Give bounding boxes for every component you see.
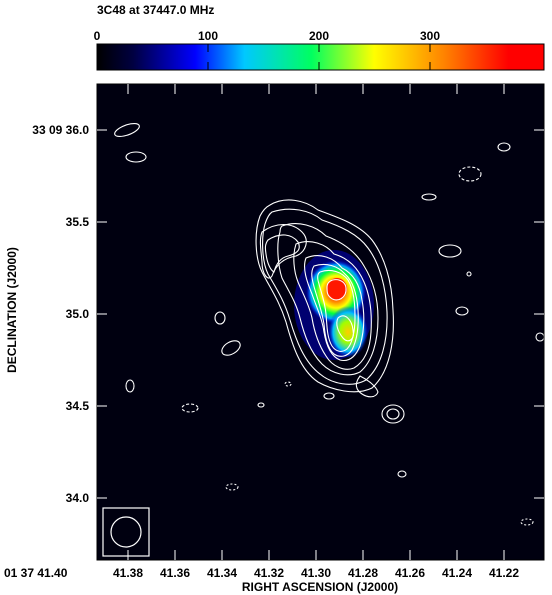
x-tick-label: 41.24 xyxy=(442,566,472,580)
x-tick-label: 41.26 xyxy=(395,566,425,580)
y-tick-label: 35.0 xyxy=(66,307,90,321)
y-tick-label: 34.0 xyxy=(66,491,90,505)
x-tick-label: 41.34 xyxy=(207,566,237,580)
x-axis-title: RIGHT ASCENSION (J2000) xyxy=(242,580,398,594)
x-tick-label: 41.30 xyxy=(301,566,331,580)
y-tick-label: 35.5 xyxy=(66,215,90,229)
chart-title: 3C48 at 37447.0 MHz xyxy=(97,3,214,17)
x-tick-label: 41.38 xyxy=(113,566,143,580)
x-tick-label: 01 37 41.40 xyxy=(4,566,68,580)
x-tick-label: 41.28 xyxy=(348,566,378,580)
colorbar-label-100: 100 xyxy=(198,29,218,43)
y-tick-label: 34.5 xyxy=(66,399,90,413)
y-tick-label: 33 09 36.0 xyxy=(32,123,89,137)
axis-ticks xyxy=(97,84,544,560)
image-frame xyxy=(96,83,545,561)
beam-box xyxy=(102,507,150,557)
x-tick-label: 41.22 xyxy=(489,566,519,580)
y-axis-title: DECLINATION (J2000) xyxy=(5,247,19,373)
source-peak xyxy=(327,278,347,300)
noise-contours xyxy=(114,122,545,526)
beam-ellipse xyxy=(110,516,142,548)
colorbar-label-200: 200 xyxy=(309,29,329,43)
x-tick-label: 41.32 xyxy=(254,566,284,580)
colorbar xyxy=(96,43,545,71)
colorbar-label-300: 300 xyxy=(420,29,440,43)
colorbar-label-0: 0 xyxy=(94,29,101,43)
x-tick-label: 41.36 xyxy=(160,566,190,580)
colorbar-ticks xyxy=(96,44,431,70)
extended-contours xyxy=(255,199,394,398)
